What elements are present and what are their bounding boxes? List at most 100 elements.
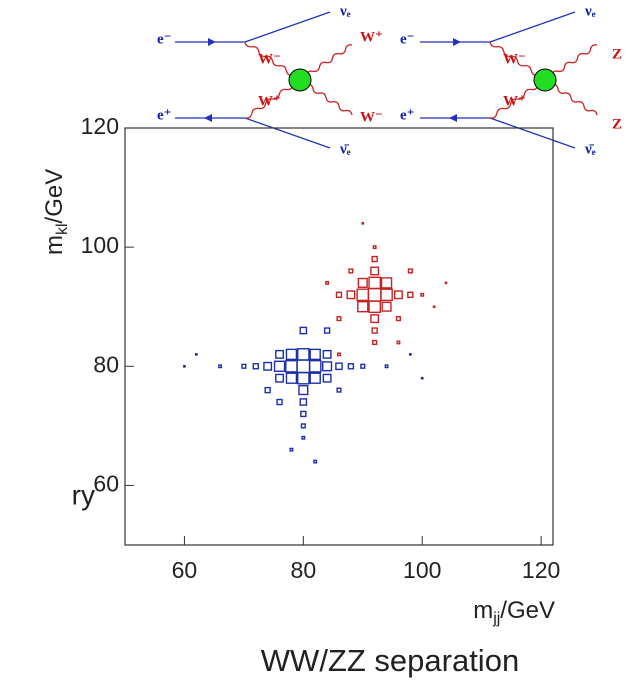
bin-box [356,288,370,302]
bin-box [420,292,425,297]
bin-box [241,363,247,369]
bin-box [335,362,343,371]
bin-box [300,423,306,429]
bin-box [384,364,389,369]
diagram-label: Z [612,116,622,132]
x-tick-label: 120 [522,557,560,583]
y-label-subscript: kl [54,223,71,235]
bin-box [346,290,356,300]
arrow [449,114,457,122]
bin-box [396,340,401,345]
x-label-unit: /GeV [500,597,555,624]
bin-box [393,290,403,300]
bin-box [371,327,378,334]
diagram-label: e⁺ [157,107,172,123]
plot-frame [124,127,554,546]
bin-box [322,373,332,383]
vertex-blob [288,68,312,92]
bin-box [323,327,331,334]
bin-box [308,359,322,373]
bin-box [337,352,341,357]
bin-box [296,359,311,374]
y-label-symbol: m [41,235,68,255]
bin-box [370,266,380,276]
bin-box [432,305,436,309]
bin-box [275,349,285,359]
arrow [204,114,212,122]
bin-box [409,353,412,356]
bin-box [322,361,333,372]
bin-box [252,363,259,370]
x-tick-label: 80 [291,557,317,583]
fermion-line [489,11,576,43]
bin-box [357,277,368,288]
feynman-diagrams: e⁻ e⁺ νₑ ν̄ₑ W⁻ W⁺ W⁺ W⁻ e⁻ e⁺ νₑ ν̄ₑ W⁻ W⁺ Z Z [157,3,622,157]
bin-box [335,291,343,298]
bin-box [368,300,381,314]
bin-box [380,288,393,302]
diagram-label: W⁻ [503,51,526,67]
arrow [453,38,461,46]
bin-box [367,287,382,302]
bin-box [380,277,393,289]
bin-box [285,348,298,361]
x-axis-label: mjj/GeV [473,597,555,627]
diagram-label: W⁻ [258,51,281,67]
y-tick-label: 100 [81,232,119,258]
y-tick-label: 80 [93,351,119,377]
bin-box [407,291,414,298]
bin-box [325,280,330,285]
caption: WW/ZZ separation [261,643,519,678]
bin-box [420,376,424,380]
bin-box [263,361,273,371]
bin-box [299,398,308,406]
y-label-unit: /GeV [41,169,68,224]
bin-box [275,373,285,383]
bin-box [273,360,286,372]
diagram-label: W⁺ [258,93,281,109]
bin-box [407,268,413,274]
bin-box [372,245,377,250]
diagram-label: e⁺ [400,107,415,123]
fermion-line [244,117,331,149]
bin-box [218,364,223,369]
x-label-subscript: jj [492,610,500,627]
bin-box [297,371,310,385]
diagram-label: W⁺ [503,93,526,109]
bin-box [301,435,306,440]
bin-box [372,339,378,346]
diagram-label: W⁻ [360,109,383,125]
bin-box [309,348,321,361]
bin-box [300,410,307,418]
y-tick-label: 120 [81,113,119,139]
diagram-label: νₑ [584,3,596,19]
fermion-line [489,117,576,149]
bin-box [381,301,392,312]
bin-box [309,372,321,384]
bin-box [195,353,198,356]
arrow [208,38,216,46]
bin-box [395,316,402,322]
bin-box [444,281,448,285]
bin-box [357,301,369,313]
diagram-label: e⁻ [157,31,172,47]
bin-box [360,363,366,369]
diagram-label: νₑ [339,3,351,19]
bin-box [183,364,186,368]
bin-box [298,385,309,396]
bin-box [299,326,308,335]
bin-box [276,398,283,406]
bin-box [348,268,354,274]
side-text: ry [72,479,95,510]
diagram-label: ν̄ₑ [584,141,596,157]
diagram-label: ν̄ₑ [339,141,351,157]
bin-box [368,276,381,290]
x-tick-label: 60 [172,557,198,583]
diagram-label: e⁻ [400,31,415,47]
bin-box [285,372,298,384]
y-tick-label: 60 [93,471,119,497]
bin-box [336,316,342,322]
bin-box [361,221,365,225]
diagram-label: Z [612,46,622,62]
